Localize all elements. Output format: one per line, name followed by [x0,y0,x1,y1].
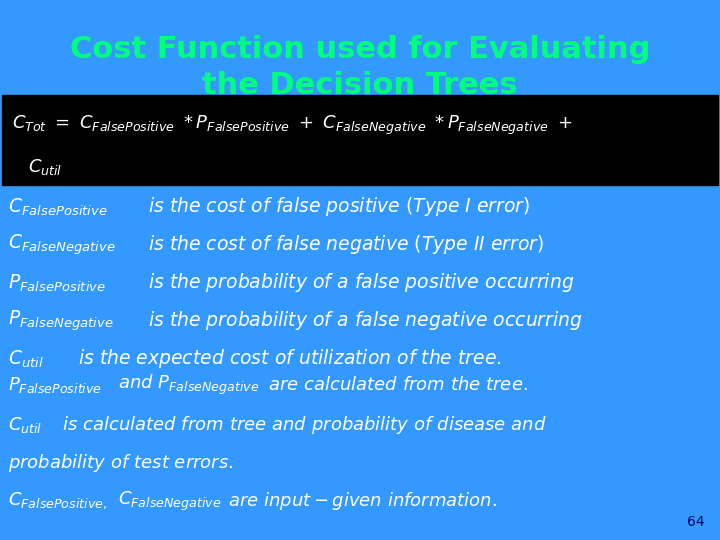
Text: $\mathit{probability\ of\ test\ errors.}$: $\mathit{probability\ of\ test\ errors.}… [8,452,233,474]
Text: $\mathit{P}_{\mathit{FalsePositive}}$: $\mathit{P}_{\mathit{FalsePositive}}$ [8,375,102,395]
Text: $\mathit{C}_{\mathit{FalsePositive,}}$: $\mathit{C}_{\mathit{FalsePositive,}}$ [8,491,107,511]
Text: $\mathit{and\ P}_{\mathit{FalseNegative}}$: $\mathit{and\ P}_{\mathit{FalseNegative}… [118,373,259,397]
Text: $\mathit{is\ the\ probability\ of\ a\ false\ negative\ occurring}$: $\mathit{is\ the\ probability\ of\ a\ fa… [148,309,582,333]
Text: $\mathit{is\ calculated\ from\ tree\ and\ probability\ of\ disease\ and}$: $\mathit{is\ calculated\ from\ tree\ and… [62,414,546,436]
Text: $\mathit{is\ the\ cost\ of\ false\ positive\ (Type\ I\ error)}$: $\mathit{is\ the\ cost\ of\ false\ posit… [148,195,530,219]
Text: $\mathit{is\ the\ probability\ of\ a\ false\ positive\ occurring}$: $\mathit{is\ the\ probability\ of\ a\ fa… [148,272,574,294]
Text: $\mathit{C}_{\mathit{FalseNegative}}$: $\mathit{C}_{\mathit{FalseNegative}}$ [118,489,221,512]
Text: $\mathit{C}_{\mathit{FalseNegative}}$: $\mathit{C}_{\mathit{FalseNegative}}$ [8,233,116,257]
Text: $\mathit{are\ calculated\ from\ the\ tree.}$: $\mathit{are\ calculated\ from\ the\ tre… [268,376,528,394]
Text: $\mathit{is\ the\ cost\ of\ false\ negative\ (Type\ II\ error)}$: $\mathit{is\ the\ cost\ of\ false\ negat… [148,233,544,256]
Text: the Decision Trees: the Decision Trees [202,71,518,99]
Text: $\mathit{is\ the\ expected\ cost\ of\ utilization\ of\ the\ tree.}$: $\mathit{is\ the\ expected\ cost\ of\ ut… [78,348,502,370]
FancyBboxPatch shape [2,95,718,185]
Text: $\mathit{C}_{\mathit{FalsePositive}}$: $\mathit{C}_{\mathit{FalsePositive}}$ [8,197,108,218]
Text: $\mathit{C}_{\mathit{Tot}}\ =\ \mathit{C}_{\mathit{FalsePositive}}$$\ *\mathit{P: $\mathit{C}_{\mathit{Tot}}\ =\ \mathit{C… [12,113,572,137]
Text: $\mathit{C}_{\mathit{util}}$: $\mathit{C}_{\mathit{util}}$ [28,157,63,177]
Text: Cost Function used for Evaluating: Cost Function used for Evaluating [70,36,650,64]
Text: $\mathit{P}_{\mathit{FalsePositive}}$: $\mathit{P}_{\mathit{FalsePositive}}$ [8,272,106,294]
Text: $\mathit{C}_{\mathit{util}}$: $\mathit{C}_{\mathit{util}}$ [8,415,42,435]
Text: 64: 64 [688,515,705,529]
Text: $\mathit{C}_{\mathit{util}}$: $\mathit{C}_{\mathit{util}}$ [8,348,44,370]
Text: $\mathit{P}_{\mathit{FalseNegative}}$: $\mathit{P}_{\mathit{FalseNegative}}$ [8,309,114,333]
Text: $\mathit{are\ input-given\ information.}$: $\mathit{are\ input-given\ information.}… [228,490,497,512]
